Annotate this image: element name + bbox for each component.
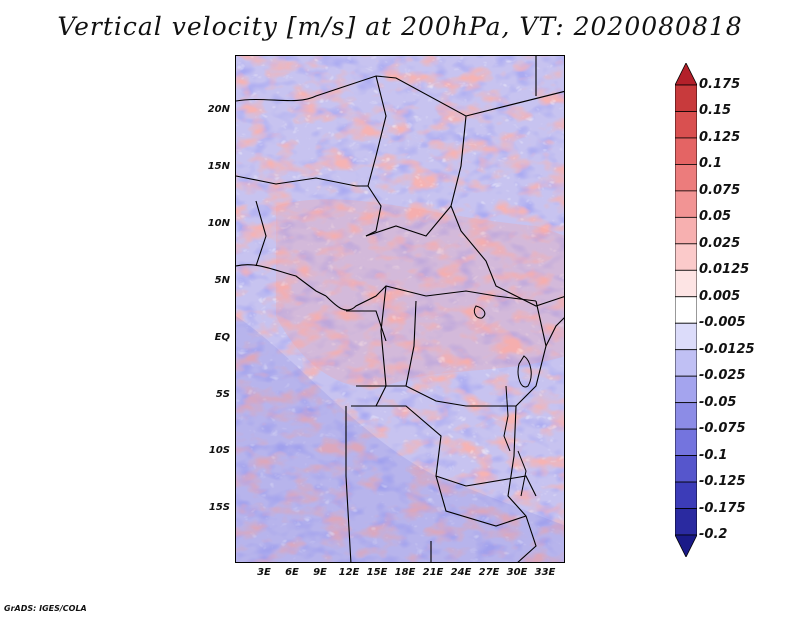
colorbar-tick-label: 0.15 [699,103,732,119]
lon-tick-label: 6E [285,567,299,578]
colorbar-tick-label: 0.1 [699,156,723,172]
lon-tick-label: 3E [257,567,271,578]
colorbar-segment [675,84,697,112]
colorbar-segment [675,322,697,351]
colorbar-tick-label: 0.025 [699,235,741,251]
lon-tick-label: 15E [366,567,388,578]
lon-tick-label: 30E [506,567,528,578]
colorbar-tick-label: -0.025 [699,368,746,384]
colorbar-segment [675,508,697,536]
footer-credit: GrADS: IGES/COLA [4,604,87,613]
colorbar-segment [675,481,697,509]
lon-tick-label: 9E [313,567,327,578]
colorbar-tick-label: 0.075 [699,182,741,198]
colorbar-tick-label: -0.075 [699,421,746,437]
colorbar-tick-label: -0.2 [699,527,728,542]
lon-tick-label: 24E [450,567,472,578]
colorbar-segment [675,349,697,377]
country-borders [236,56,564,562]
colorbar-segment [675,455,697,483]
colorbar-tick-label: 0.05 [699,209,732,225]
lon-tick-label: 21E [422,567,444,578]
lon-tick-label: 27E [478,567,500,578]
downward-motion-region [236,316,564,562]
colorbar-tick-label: 0.0125 [699,262,750,278]
lat-tick-label: 10S [208,445,230,456]
vertical-velocity-field [236,56,564,562]
lat-tick-label: 20N [207,104,230,115]
colorbar-segment [675,63,697,86]
colorbar-tick-label: 0.005 [699,288,741,304]
colorbar-tick-label: -0.05 [699,394,737,410]
colorbar-segment [675,375,697,404]
chart-title: Vertical velocity [m/s] at 200hPa, VT: 2… [57,12,743,41]
colorbar-segment [675,428,697,456]
colorbar-segment [675,216,697,245]
lat-tick-label: 15S [208,502,230,513]
lat-tick-label: 10N [207,218,230,229]
lakes [473,305,532,497]
colorbar-tick-label: 0.175 [699,77,741,92]
colorbar [675,63,697,557]
colorbar-segment [675,243,697,271]
lat-tick-label: 5S [215,389,230,400]
colorbar-segment [675,164,697,192]
lon-tick-label: 33E [534,567,556,578]
colorbar-segment [675,296,697,324]
lon-tick-label: 18E [394,567,416,578]
colorbar-tick-label: -0.0125 [699,341,755,357]
colorbar-segment [675,534,697,557]
field-speckle [236,56,564,562]
colorbar-tick-label: -0.175 [699,500,746,516]
lon-tick-label: 12E [338,567,360,578]
colorbar-segment [675,190,697,218]
lat-tick-label: EQ [214,332,230,343]
colorbar-segment [675,402,697,430]
colorbar-segment [675,111,697,139]
lat-tick-label: 5N [214,275,230,286]
colorbar-tick-label: -0.1 [699,447,728,463]
colorbar-segment [675,137,697,165]
map-plot-area [235,55,565,563]
upward-motion-region [276,199,564,388]
lat-tick-label: 15N [207,161,230,172]
colorbar-tick-label: -0.005 [699,315,746,331]
colorbar-segment [675,269,697,298]
colorbar-tick-label: -0.125 [699,474,746,490]
colorbar-tick-label: 0.125 [699,129,741,145]
